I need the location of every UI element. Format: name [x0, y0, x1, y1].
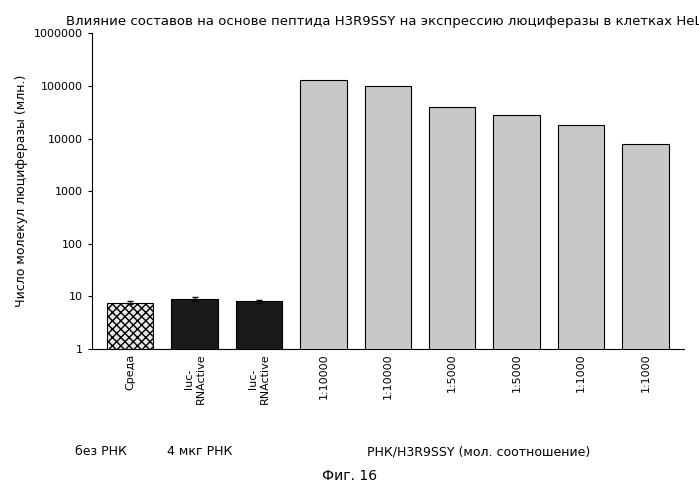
- Text: РНК/H3R9SSY (мол. соотношение): РНК/H3R9SSY (мол. соотношение): [367, 445, 591, 458]
- Bar: [622, 144, 668, 482]
- Bar: [171, 299, 218, 482]
- Text: без РНК: без РНК: [75, 445, 127, 458]
- Bar: [107, 303, 153, 482]
- Text: Фиг. 16: Фиг. 16: [322, 469, 377, 482]
- Bar: [493, 115, 540, 482]
- Text: 4 мкг РНК: 4 мкг РНК: [166, 445, 232, 458]
- Bar: [300, 80, 347, 482]
- Bar: [236, 301, 282, 482]
- Bar: [429, 107, 475, 482]
- Bar: [365, 86, 411, 482]
- Bar: [558, 125, 604, 482]
- Title: Влияние составов на основе пептида H3R9SSY на экспрессию люциферазы в клетках He: Влияние составов на основе пептида H3R9S…: [66, 15, 699, 28]
- Y-axis label: Число молекул люциферазы (млн.): Число молекул люциферазы (млн.): [15, 75, 28, 308]
